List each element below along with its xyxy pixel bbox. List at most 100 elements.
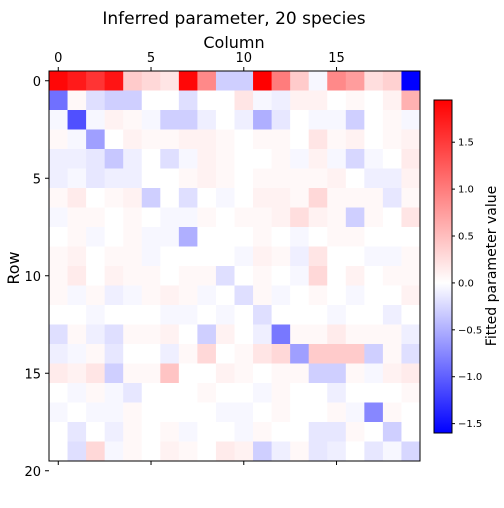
heatmap-cell <box>327 422 346 442</box>
heatmap-cell <box>197 286 216 306</box>
heatmap-cell <box>216 91 235 111</box>
heatmap-cell <box>364 71 383 91</box>
heatmap-cell <box>290 344 309 364</box>
heatmap-cell <box>235 422 254 442</box>
heatmap-cell <box>86 91 105 111</box>
heatmap-cell <box>179 247 198 267</box>
heatmap-cell <box>327 403 346 423</box>
heatmap-cell <box>364 130 383 150</box>
heatmap-cell <box>364 286 383 306</box>
heatmap-cell <box>235 188 254 208</box>
y-tick-label: 5 <box>33 172 41 187</box>
heatmap-cell <box>142 149 161 169</box>
colorbar-label: Fitted parameter value <box>484 186 500 346</box>
heatmap-cell <box>364 91 383 111</box>
heatmap-cell <box>235 91 254 111</box>
heatmap-cell <box>253 325 272 345</box>
heatmap-cell <box>49 266 68 286</box>
heatmap-cell <box>68 305 87 325</box>
heatmap-cell <box>49 442 68 462</box>
heatmap-cell <box>253 110 272 130</box>
heatmap-cell <box>197 169 216 189</box>
heatmap-cell <box>290 208 309 228</box>
heatmap-cell <box>142 266 161 286</box>
heatmap-cell <box>346 286 365 306</box>
heatmap-cell <box>383 305 402 325</box>
heatmap-cell <box>68 422 87 442</box>
heatmap-cell <box>401 403 420 423</box>
heatmap-cell <box>272 344 291 364</box>
heatmap-cell <box>105 188 124 208</box>
heatmap-cell <box>105 403 124 423</box>
heatmap-cell <box>290 266 309 286</box>
heatmap-cell <box>290 364 309 384</box>
heatmap-cell <box>105 208 124 228</box>
heatmap-cell <box>253 247 272 267</box>
heatmap-cell <box>197 71 216 91</box>
heatmap-cell <box>105 266 124 286</box>
heatmap-cell <box>68 325 87 345</box>
heatmap-cell <box>68 344 87 364</box>
heatmap-cell <box>142 344 161 364</box>
heatmap-cell <box>49 286 68 306</box>
heatmap-cell <box>290 91 309 111</box>
heatmap-cell <box>49 422 68 442</box>
heatmap-cell <box>105 149 124 169</box>
heatmap-cell <box>383 286 402 306</box>
heatmap-cell <box>197 403 216 423</box>
x-tick-label: 10 <box>236 51 253 66</box>
heatmap-cell <box>142 227 161 247</box>
heatmap-cell <box>49 325 68 345</box>
heatmap-cell <box>327 266 346 286</box>
heatmap-cell <box>142 71 161 91</box>
heatmap-cell <box>235 149 254 169</box>
heatmap-cell <box>160 71 179 91</box>
heatmap-cell <box>401 91 420 111</box>
heatmap-cell <box>179 266 198 286</box>
heatmap-cell <box>216 403 235 423</box>
heatmap-cell <box>123 188 142 208</box>
heatmap-cell <box>179 325 198 345</box>
heatmap-cell <box>235 403 254 423</box>
heatmap-cell <box>309 266 328 286</box>
heatmap-cell <box>235 227 254 247</box>
heatmap-cell <box>290 110 309 130</box>
colorbar <box>434 100 452 433</box>
heatmap-cell <box>123 227 142 247</box>
heatmap-cell <box>346 325 365 345</box>
heatmap-cell <box>383 130 402 150</box>
heatmap-cell <box>327 110 346 130</box>
heatmap-cell <box>253 286 272 306</box>
heatmap-cell <box>253 91 272 111</box>
heatmap-cell <box>179 403 198 423</box>
heatmap-cell <box>216 286 235 306</box>
colorbar-tick-label: 0.0 <box>458 278 474 289</box>
heatmap-cell <box>309 344 328 364</box>
heatmap-cell <box>272 247 291 267</box>
heatmap-cell <box>160 403 179 423</box>
heatmap-cell <box>235 286 254 306</box>
heatmap-cell <box>179 364 198 384</box>
heatmap-cell <box>123 110 142 130</box>
heatmap-cell <box>346 110 365 130</box>
heatmap-cell <box>86 130 105 150</box>
heatmap-cell <box>327 442 346 462</box>
heatmap-cell <box>216 130 235 150</box>
heatmap-cell <box>142 91 161 111</box>
heatmap-cell <box>364 266 383 286</box>
heatmap-cell <box>142 188 161 208</box>
heatmap-cell <box>86 71 105 91</box>
heatmap-cell <box>197 442 216 462</box>
heatmap-cell <box>290 383 309 403</box>
heatmap-cell <box>327 247 346 267</box>
heatmap-cell <box>383 325 402 345</box>
heatmap-cell <box>346 247 365 267</box>
heatmap-cell <box>346 422 365 442</box>
heatmap-cell <box>346 442 365 462</box>
heatmap-cell <box>364 149 383 169</box>
heatmap-cell <box>197 188 216 208</box>
heatmap-cell <box>401 130 420 150</box>
heatmap-cell <box>86 325 105 345</box>
heatmap-cell <box>197 130 216 150</box>
heatmap-cell <box>346 305 365 325</box>
